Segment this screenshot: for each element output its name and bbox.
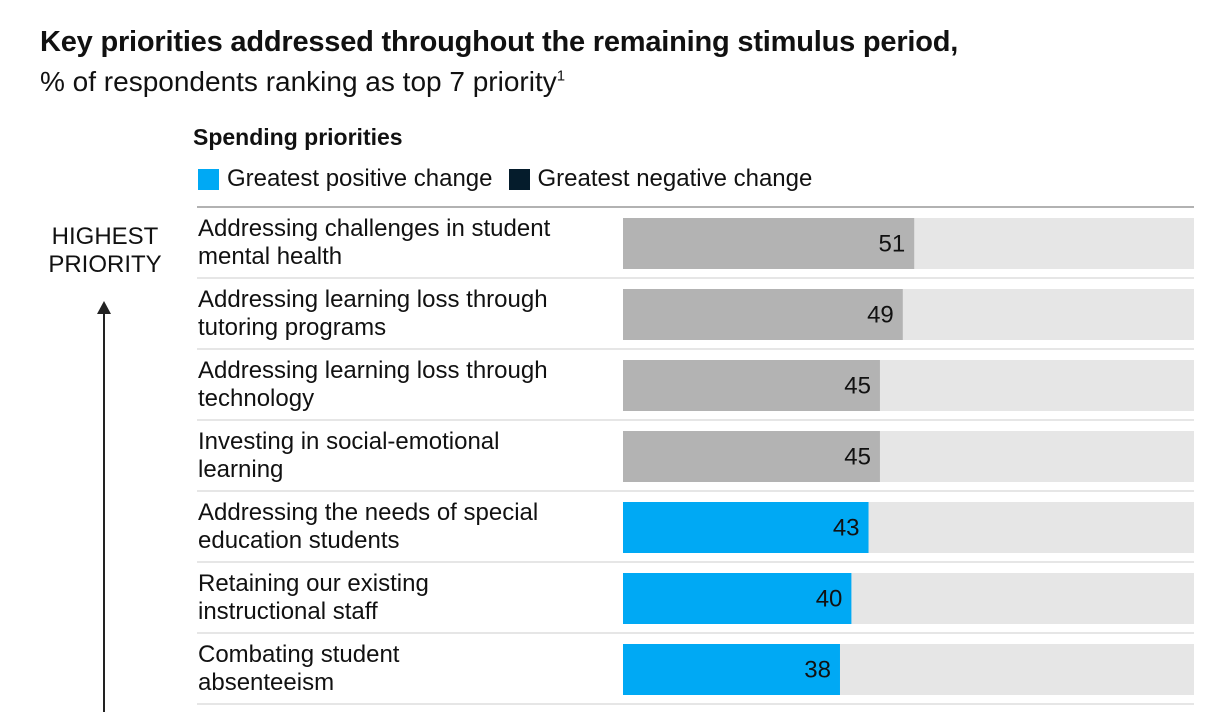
chart-title: Key priorities addressed throughout the … bbox=[40, 26, 959, 58]
subtitle-footnote-marker: 1 bbox=[556, 67, 566, 85]
category-label: instructional staff bbox=[198, 598, 378, 625]
category-label: Combating student bbox=[198, 641, 400, 668]
category-label: Retaining our existing bbox=[198, 570, 429, 597]
bar-value-label: 51 bbox=[879, 231, 906, 258]
bar bbox=[623, 644, 840, 695]
bar-value-label: 38 bbox=[804, 657, 831, 684]
legend-swatch-positive bbox=[198, 168, 219, 190]
category-label: Addressing challenges in student bbox=[198, 215, 551, 242]
legend-item-positive: Greatest positive change bbox=[198, 165, 493, 193]
category-label: Addressing learning loss through bbox=[198, 357, 548, 384]
bar-value-label: 40 bbox=[816, 586, 843, 613]
bar bbox=[623, 218, 915, 269]
bar bbox=[623, 502, 869, 553]
bar-value-label: 43 bbox=[833, 515, 860, 542]
category-label: mental health bbox=[198, 243, 342, 270]
legend-item-negative: Greatest negative change bbox=[508, 165, 813, 193]
category-label: Addressing the needs of special bbox=[198, 499, 538, 526]
bar bbox=[623, 289, 903, 340]
legend-label-negative: Greatest negative change bbox=[537, 165, 813, 192]
bar-value-label: 45 bbox=[844, 444, 871, 471]
bar bbox=[623, 431, 880, 482]
bar-value-label: 45 bbox=[844, 373, 871, 400]
priority-arrow-head-icon bbox=[97, 301, 111, 314]
legend-swatch-negative bbox=[508, 168, 530, 190]
chart-subtitle: % of respondents ranking as top 7 priori… bbox=[40, 66, 565, 98]
legend-label-positive: Greatest positive change bbox=[227, 165, 493, 192]
category-label: technology bbox=[198, 385, 314, 412]
priority-arrow-line bbox=[103, 312, 105, 712]
axis-label-highest-priority: HIGHEST PRIORITY bbox=[30, 223, 180, 279]
section-title: Spending priorities bbox=[193, 124, 403, 150]
bar bbox=[623, 573, 852, 624]
bar-value-label: 49 bbox=[867, 302, 894, 329]
category-label: education students bbox=[198, 527, 399, 554]
bar bbox=[623, 360, 880, 411]
axis-label-line-2: PRIORITY bbox=[48, 251, 162, 278]
axis-label-line-1: HIGHEST bbox=[51, 223, 159, 250]
category-label: Investing in social-emotional bbox=[198, 428, 500, 455]
subtitle-text: % of respondents ranking as top 7 priori… bbox=[40, 66, 557, 97]
category-label: learning bbox=[198, 456, 283, 483]
legend: Greatest positive change Greatest negati… bbox=[198, 164, 828, 194]
category-label: Addressing learning loss through bbox=[198, 286, 548, 313]
category-label: absenteeism bbox=[198, 669, 334, 696]
category-label: tutoring programs bbox=[198, 314, 386, 341]
